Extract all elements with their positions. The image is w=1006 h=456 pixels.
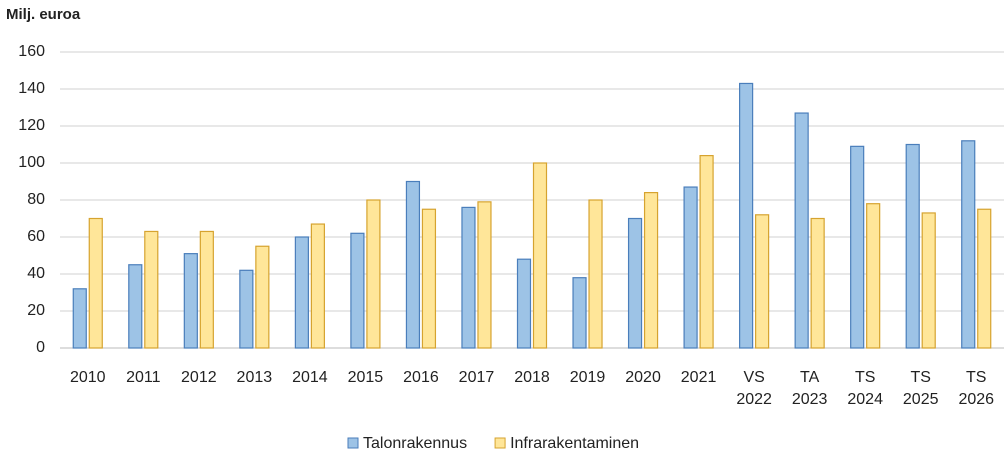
bar [588, 199, 603, 349]
chart-title: Milj. euroa [6, 6, 81, 23]
x-tick-label: TS 2024 [847, 369, 883, 408]
x-tick-label: 2020 [625, 369, 661, 386]
bar [961, 140, 976, 349]
y-tick-label: 0 [36, 339, 45, 356]
y-tick-label: 80 [27, 191, 45, 208]
x-tick-label: 2016 [403, 369, 439, 386]
x-tick-line: 2026 [958, 391, 994, 408]
x-tick-label: 2019 [570, 369, 606, 386]
x-tick-label: TS 2026 [958, 369, 994, 408]
bar [405, 180, 421, 349]
bar [477, 201, 492, 349]
x-tick-label: 2014 [292, 369, 328, 386]
y-tick-label: 100 [18, 154, 45, 171]
x-tick-label: 2010 [70, 369, 106, 386]
x-tick-line: 2024 [847, 391, 883, 408]
bar [532, 162, 548, 349]
bar [850, 145, 865, 349]
bar [310, 223, 325, 349]
x-tick-line: TA [800, 369, 820, 386]
bar [866, 203, 881, 349]
bar [810, 217, 825, 349]
x-tick-line: 2023 [792, 391, 828, 408]
x-tick-label: 2017 [459, 369, 495, 386]
y-tick-label: 140 [18, 80, 45, 97]
y-tick-label: 160 [18, 43, 45, 60]
legend-label: Infrarakentaminen [510, 435, 639, 452]
x-tick-label: VS 2022 [736, 369, 772, 408]
bar [294, 236, 309, 349]
x-tick-label: 2015 [348, 369, 384, 386]
bar [255, 245, 270, 349]
x-tick-label: 2018 [514, 369, 550, 386]
bar [921, 212, 936, 349]
bar [421, 208, 437, 349]
x-tick-line: TS [910, 369, 930, 386]
bar [977, 208, 992, 349]
y-tick-label: 60 [27, 228, 45, 245]
bar [699, 155, 714, 349]
bar [239, 269, 254, 349]
y-tick-label: 40 [27, 265, 45, 282]
x-tick-label: 2011 [126, 369, 161, 386]
y-tick-label: 20 [27, 302, 45, 319]
x-tick-label: 2021 [681, 369, 717, 386]
y-tick-label: 120 [18, 117, 45, 134]
bar [183, 253, 198, 349]
bar [572, 277, 587, 349]
bar [794, 112, 809, 349]
x-tick-line: 2025 [903, 391, 939, 408]
x-tick-line: VS [743, 369, 764, 386]
legend-label: Talonrakennus [363, 435, 467, 452]
x-tick-label: TA 2023 [792, 369, 828, 408]
legend-swatch [494, 437, 506, 449]
bar [627, 217, 643, 349]
bar [739, 82, 754, 349]
bar [905, 143, 920, 349]
bar [350, 232, 365, 349]
x-tick-line: TS [855, 369, 875, 386]
bar [128, 264, 143, 349]
bar [88, 217, 103, 349]
bar [72, 288, 87, 349]
bar [461, 206, 476, 349]
x-tick-label: 2013 [237, 369, 273, 386]
x-tick-label: TS 2025 [903, 369, 939, 408]
x-tick-line: 2022 [736, 391, 772, 408]
bar [516, 258, 532, 349]
bar [643, 192, 659, 349]
x-tick-label: 2012 [181, 369, 217, 386]
legend-swatch [347, 437, 359, 449]
bar [199, 230, 214, 349]
bar [755, 214, 770, 349]
x-tick-line: TS [966, 369, 986, 386]
bar [366, 199, 381, 349]
bar [144, 230, 159, 349]
bar [683, 186, 698, 349]
